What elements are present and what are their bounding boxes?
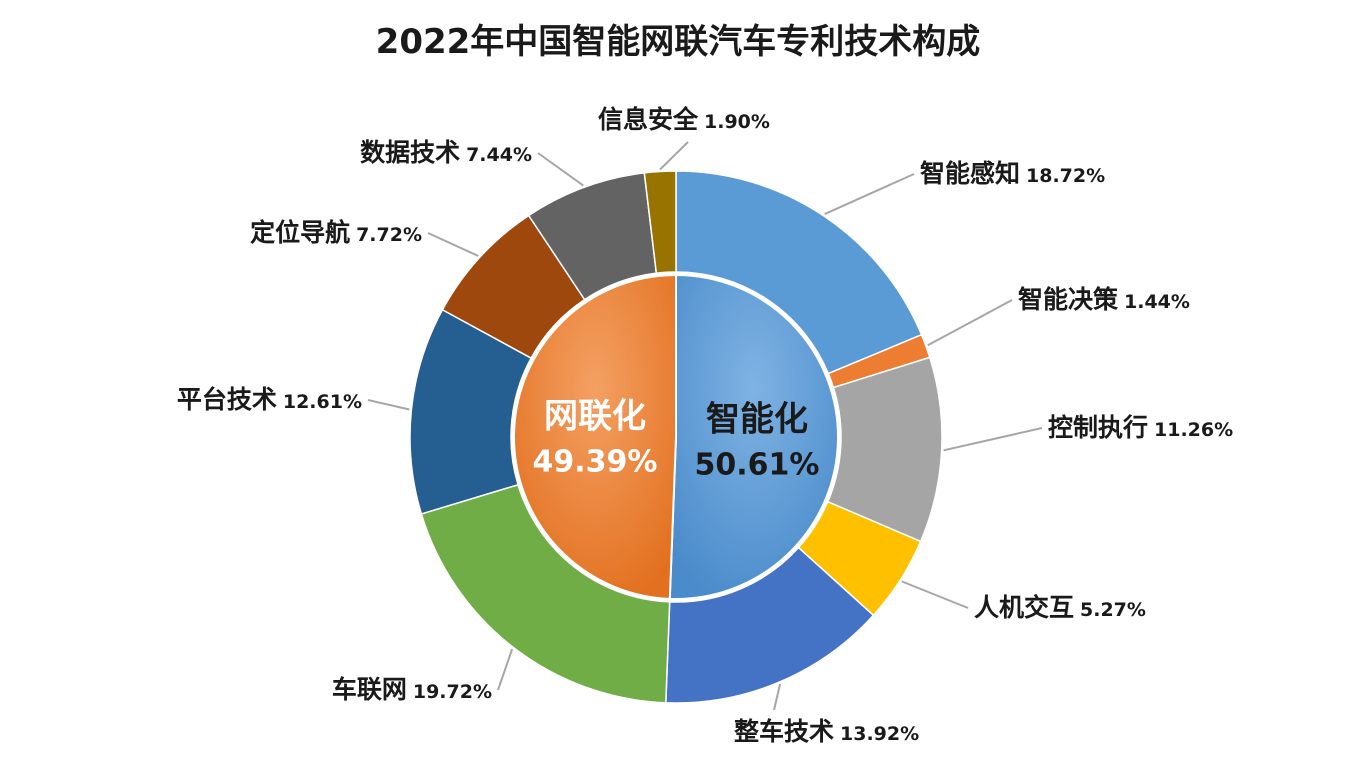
leader-line-8	[537, 152, 584, 187]
outer-segment-5	[420, 483, 671, 704]
outer-label-7: 定位导航 7.72%	[250, 218, 422, 247]
inner-label-value-0: 50.61%	[695, 448, 820, 483]
outer-label-name-0: 智能感知	[920, 159, 1020, 188]
outer-label-name-8: 数据技术	[360, 138, 460, 167]
inner-labels: 智能化 50.61% 网联化 49.39%	[533, 396, 820, 482]
outer-label-9: 信息安全 1.90%	[598, 105, 770, 134]
outer-label-2: 控制执行 11.26%	[1048, 413, 1233, 442]
outer-label-5: 车联网 19.72%	[332, 675, 492, 704]
leader-line-7	[427, 232, 479, 257]
outer-label-value-2: 11.26%	[1154, 419, 1233, 441]
inner-pie	[513, 273, 839, 600]
outer-segment-9	[643, 170, 677, 275]
leader-line-9	[659, 141, 689, 171]
leader-line-3	[901, 580, 969, 609]
outer-label-0: 智能感知 18.72%	[920, 159, 1105, 188]
outer-label-value-6: 12.61%	[283, 391, 362, 413]
outer-label-name-5: 车联网	[332, 675, 407, 704]
inner-slice-0	[668, 273, 839, 600]
chart-title: 2022年中国智能网联汽车专利技术构成	[375, 22, 981, 62]
outer-label-name-9: 信息安全	[598, 105, 699, 134]
outer-label-name-2: 控制执行	[1048, 413, 1148, 442]
outer-label-value-0: 18.72%	[1026, 165, 1105, 187]
outer-labels: 智能感知 18.72% 智能决策 1.44% 控制执行 11.26% 人机交互 5.27% 整车…	[177, 105, 1233, 746]
outer-label-name-4: 整车技术	[734, 717, 834, 746]
outer-ring	[409, 170, 943, 704]
leader-line-4	[773, 683, 782, 711]
outer-label-value-1: 1.44%	[1124, 291, 1190, 313]
outer-segment-0	[675, 170, 923, 375]
outer-label-value-9: 1.90%	[704, 111, 770, 133]
leader-line-5	[497, 648, 514, 691]
outer-label-value-7: 7.72%	[356, 224, 422, 246]
outer-label-name-7: 定位导航	[250, 218, 350, 247]
leader-line-1	[927, 299, 1013, 347]
outer-label-name-6: 平台技术	[177, 385, 277, 414]
inner-label-name-1: 网联化	[544, 396, 646, 436]
inner-slice-1	[513, 273, 677, 600]
outer-label-value-8: 7.44%	[466, 144, 532, 166]
outer-label-1: 智能决策 1.44%	[1018, 285, 1190, 314]
outer-label-6: 平台技术 12.61%	[177, 385, 362, 414]
outer-label-8: 数据技术 7.44%	[360, 138, 532, 167]
outer-label-name-1: 智能决策	[1018, 285, 1119, 314]
leader-line-6	[367, 399, 410, 411]
leader-lines	[367, 141, 1043, 711]
leader-line-2	[943, 427, 1043, 452]
leader-line-0	[824, 173, 915, 215]
outer-label-value-5: 19.72%	[413, 681, 492, 703]
outer-label-value-4: 13.92%	[840, 723, 919, 745]
outer-label-name-3: 人机交互	[974, 593, 1074, 622]
inner-label-value-1: 49.39%	[533, 444, 658, 479]
outer-label-value-3: 5.27%	[1080, 599, 1146, 621]
inner-label-name-0: 智能化	[706, 400, 808, 440]
outer-label-3: 人机交互 5.27%	[974, 593, 1146, 622]
outer-label-4: 整车技术 13.92%	[734, 717, 919, 746]
